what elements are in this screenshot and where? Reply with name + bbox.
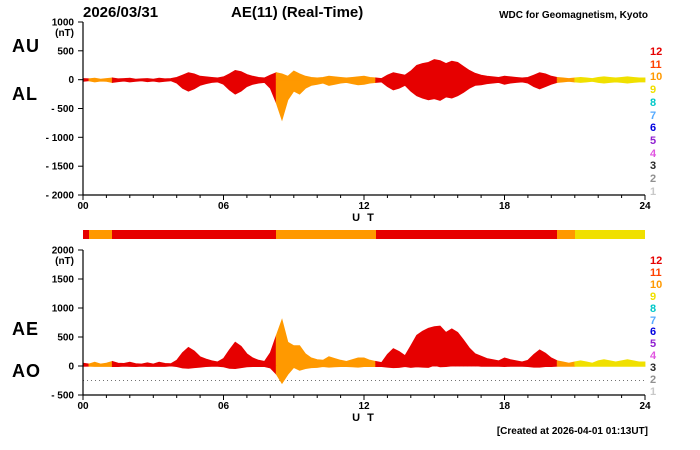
y-tick-label: - 1500 [46, 162, 75, 173]
station-quality-colorbar [83, 230, 645, 239]
ao-index-label: AO [12, 361, 41, 381]
plot-title: AE(11) (Real-Time) [231, 4, 364, 21]
series-AL-area [82, 79, 90, 82]
quality-segment-12stations [112, 230, 277, 239]
plot-date: 2026/03/31 [83, 4, 159, 21]
x-tick-label: 24 [639, 201, 651, 212]
legend-count-4: 4 [650, 350, 657, 363]
legend-count-3: 3 [650, 362, 657, 375]
quality-segment-10stations [557, 230, 575, 239]
quality-segment-12stations [375, 230, 558, 239]
y-tick-label: 2000 [52, 246, 75, 257]
legend-count-2: 2 [650, 374, 657, 386]
legend-count-5: 5 [650, 134, 657, 147]
legend-count-12: 12 [650, 255, 663, 267]
x-tick-label: 18 [499, 401, 511, 412]
y-tick-label: 1000 [52, 18, 75, 29]
series-AE-area [82, 362, 90, 367]
legend-count-3: 3 [650, 160, 657, 173]
series-AU-area [375, 59, 558, 81]
x-tick-label: 00 [77, 201, 89, 212]
x-tick-label: 24 [639, 401, 651, 412]
series-AL-area [556, 79, 576, 83]
series-AO-area [275, 365, 377, 385]
quality-segment-9stations [574, 230, 645, 239]
quality-segment-12stations [83, 230, 89, 239]
x-tick-label: 00 [77, 401, 89, 412]
legend-count-6: 6 [650, 326, 657, 339]
station-count-legend-bottom: 12 11 10 9 8 7 6 5 4 3 2 1 [650, 0, 676, 450]
au-index-label: AU [12, 36, 40, 56]
created-timestamp: [Created at 2026-04-01 01:13UT] [496, 426, 648, 437]
x-tick-label: 18 [499, 201, 511, 212]
y-tick-label: - 1000 [46, 133, 75, 144]
legend-count-7: 7 [650, 314, 657, 327]
legend-count-8: 8 [650, 302, 657, 315]
y-tick-label: 500 [57, 333, 74, 344]
series-AO-area [375, 364, 558, 369]
legend-count-4: 4 [650, 147, 657, 160]
y-tick-label: 0 [68, 362, 74, 373]
series-AL-area [275, 79, 377, 122]
y-tick-label: - 500 [51, 391, 74, 402]
series-AE-area [375, 325, 558, 367]
series-AL-area [574, 79, 646, 84]
legend-count-8: 8 [650, 96, 657, 109]
x-tick-label: 06 [218, 401, 230, 412]
legend-count-9: 9 [650, 290, 657, 303]
y-tick-label: - 2000 [46, 191, 75, 202]
series-AE-area [556, 360, 576, 367]
legend-count-12: 12 [650, 46, 663, 58]
legend-count-6: 6 [650, 122, 657, 135]
series-AE-area [88, 360, 113, 367]
legend-count-10: 10 [650, 278, 663, 291]
y-axis-unit: (nT) [55, 28, 74, 39]
series-AO-area [111, 365, 277, 376]
x-axis-title: U T [352, 212, 376, 224]
organization-label: WDC for Geomagnetism, Kyoto [499, 10, 648, 21]
legend-count-7: 7 [650, 109, 657, 122]
series-AL-area [111, 79, 277, 103]
legend-count-1: 1 [650, 385, 657, 398]
y-tick-label: 500 [57, 46, 74, 57]
series-AE-area [574, 359, 646, 367]
y-axis-unit: (nT) [55, 256, 74, 267]
legend-count-1: 1 [650, 185, 657, 198]
series-AE-area [275, 318, 377, 367]
series-AL-area [88, 79, 113, 83]
legend-count-2: 2 [650, 173, 657, 185]
y-tick-label: - 500 [51, 104, 74, 115]
series-AL-area [375, 79, 558, 101]
series-AU-area [275, 70, 377, 81]
series-AU-area [111, 69, 277, 81]
station-count-legend-top: 12 11 10 9 8 7 6 5 4 3 2 1 [650, 0, 676, 450]
series-AO-area [88, 365, 113, 368]
x-tick-label: 12 [358, 401, 370, 412]
y-tick-label: 1500 [52, 275, 75, 286]
y-tick-label: 1000 [52, 304, 75, 315]
al-index-label: AL [12, 84, 38, 104]
y-tick-label: 0 [68, 75, 74, 86]
legend-count-11: 11 [650, 266, 662, 279]
legend-count-9: 9 [650, 84, 657, 97]
ae-index-label: AE [12, 319, 40, 339]
legend-count-5: 5 [650, 338, 657, 351]
series-AE-area [111, 335, 277, 367]
x-tick-label: 06 [218, 201, 230, 212]
x-axis-title: U T [352, 412, 376, 424]
series-AU-area [574, 76, 646, 81]
quality-segment-10stations [88, 230, 113, 239]
x-tick-label: 12 [358, 201, 370, 212]
legend-count-10: 10 [650, 71, 663, 84]
legend-count-11: 11 [650, 58, 662, 71]
quality-segment-10stations [276, 230, 376, 239]
